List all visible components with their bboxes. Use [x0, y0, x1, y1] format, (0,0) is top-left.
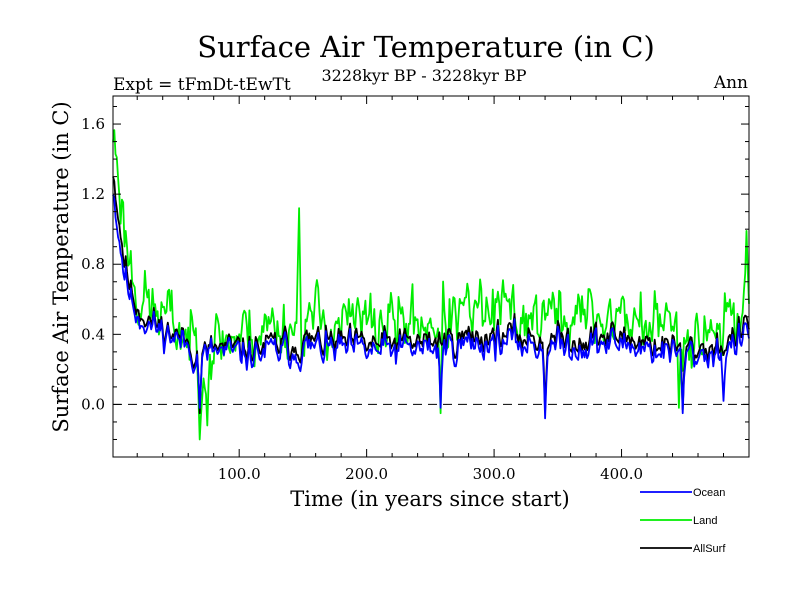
- y-axis-title: Surface Air Temperature (in C): [49, 101, 73, 432]
- season-label: Ann: [713, 73, 748, 93]
- experiment-label: Expt = tFmDt-tEwTt: [113, 75, 291, 95]
- legend-label-ocean: Ocean: [693, 487, 725, 499]
- x-axis-title: Time (in years since start): [290, 487, 569, 511]
- x-tick-label: 300.0: [473, 465, 516, 483]
- y-tick-label: 1.2: [81, 185, 105, 203]
- y-tick-label: 1.6: [81, 115, 105, 133]
- legend-label-allsurf: AllSurf: [693, 543, 726, 555]
- y-tick-label: 0.0: [81, 395, 105, 413]
- y-tick-label: 0.4: [81, 325, 105, 343]
- series-line-allsurf: [112, 176, 750, 415]
- series-line-ocean: [112, 194, 750, 420]
- plot-frame: [112, 95, 750, 458]
- legend-label-land: Land: [693, 515, 717, 527]
- y-tick-label: 0.8: [81, 255, 105, 273]
- series-line-land: [112, 129, 750, 441]
- x-tick-label: 100.0: [218, 465, 261, 483]
- x-tick-label: 200.0: [345, 465, 388, 483]
- period-label: 3228kyr BP - 3228kyr BP: [322, 66, 527, 85]
- chart-title: Surface Air Temperature (in C): [197, 30, 655, 64]
- x-tick-label: 400.0: [600, 465, 643, 483]
